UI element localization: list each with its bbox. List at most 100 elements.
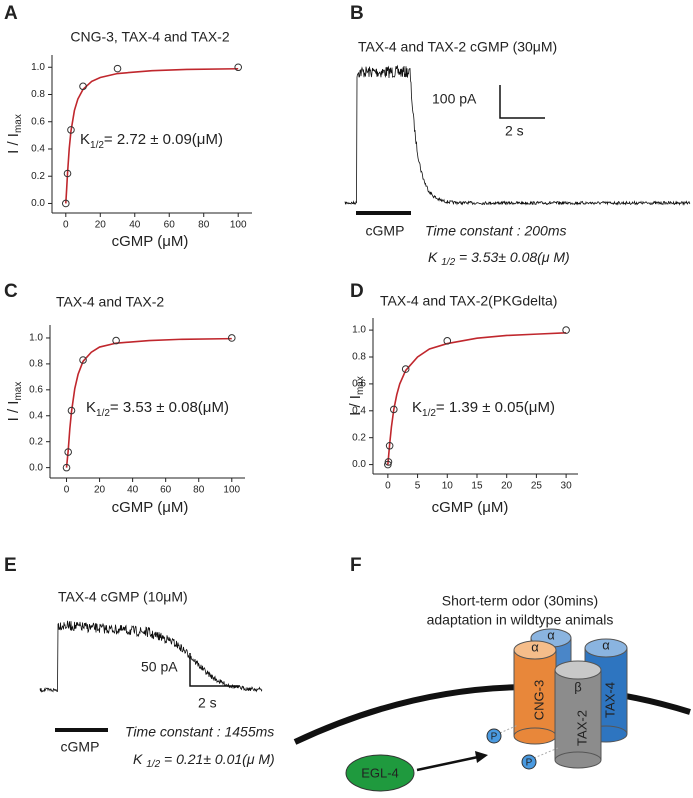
- x-tick-label: 100: [223, 485, 240, 496]
- panel-letter: C: [4, 281, 18, 302]
- x-axis-label: cGMP (μM): [432, 499, 509, 516]
- diagram-title: Short-term odor (30mins): [442, 593, 598, 609]
- point: [61, 199, 70, 208]
- text-part: max: [355, 376, 366, 395]
- phospho: [486, 728, 502, 744]
- y-tick-label: 0.8: [31, 89, 45, 100]
- x-tick-label: 60: [160, 485, 172, 496]
- text-part: K: [412, 399, 422, 416]
- annotation: K1/2= 1.39 ± 0.05(μM): [412, 399, 555, 419]
- x-tick-label: 25: [531, 481, 543, 492]
- point: [389, 405, 398, 414]
- y-axis-label: I / Imax: [5, 382, 24, 422]
- arrow: [416, 755, 479, 772]
- x-tick-label: 80: [193, 485, 205, 496]
- x-tick-label: 10: [442, 481, 454, 492]
- text-part: max: [13, 382, 24, 401]
- greek: β: [574, 679, 581, 694]
- y-tick-label: 1.0: [31, 62, 45, 73]
- x-tick-label: 0: [385, 481, 391, 492]
- text-part: K: [80, 131, 90, 148]
- point: [384, 460, 392, 469]
- chart-title: TAX-4 and TAX-2: [56, 294, 164, 310]
- panel-letter: A: [4, 3, 18, 24]
- y-tick-label: 0.2: [352, 432, 366, 443]
- arrow-head: [475, 751, 488, 763]
- y-tick-label: 0.8: [29, 359, 43, 370]
- point: [79, 356, 87, 364]
- text-part: K: [133, 751, 146, 767]
- text-part: 1/2: [441, 257, 455, 268]
- x-tick-label: 40: [129, 220, 141, 231]
- x-axis-label: cGMP (μM): [112, 233, 189, 250]
- point: [227, 334, 236, 342]
- x-tick-label: 30: [561, 481, 573, 492]
- trace-title: TAX-4 and TAX-2 cGMP (30μM): [358, 39, 557, 55]
- subunit-bottom: [554, 751, 602, 769]
- point: [67, 406, 76, 415]
- subunit-top: [513, 640, 557, 660]
- chart-title: CNG-3, TAX-4 and TAX-2: [70, 29, 229, 45]
- chart-title: TAX-4 and TAX-2(PKGdelta): [380, 293, 557, 309]
- y-tick-label: 0.6: [31, 116, 45, 127]
- point: [113, 64, 122, 73]
- greek: α: [531, 639, 539, 654]
- point: [67, 126, 75, 134]
- y-axis-label: I / Imax: [347, 376, 366, 416]
- y-tick-label: 1.0: [352, 325, 366, 336]
- panel-letter: B: [350, 3, 364, 24]
- link: [499, 724, 519, 734]
- y-axis-label: I / Imax: [5, 114, 24, 154]
- x-tick-label: 20: [501, 481, 513, 492]
- stimulus-label: cGMP: [366, 223, 405, 239]
- point: [234, 63, 243, 72]
- text-part: 1/2: [90, 140, 104, 151]
- subunit-bottom: [513, 727, 557, 745]
- subunit-label: TAX-4: [602, 682, 617, 718]
- stimulus-label: cGMP: [61, 739, 100, 755]
- y-tick-label: 0.0: [352, 459, 366, 470]
- scale-label: 2 s: [198, 695, 217, 711]
- point: [385, 441, 394, 450]
- point: [63, 169, 72, 178]
- x-tick-label: 0: [63, 220, 69, 231]
- fit-line: [387, 331, 567, 465]
- x-tick-label: 20: [94, 485, 106, 496]
- point: [443, 337, 452, 345]
- greek: α: [547, 627, 555, 642]
- point: [64, 448, 72, 456]
- y-tick-label: 0.4: [31, 144, 45, 155]
- text-part: 1/2: [146, 759, 160, 770]
- subunit-top: [554, 660, 602, 680]
- scale-label: 2 s: [505, 123, 524, 139]
- text-part: = 0.21± 0.01(μ M): [160, 751, 275, 767]
- y-tick-label: 0.0: [31, 198, 45, 209]
- y-tick-label: 0.4: [352, 405, 366, 416]
- point: [112, 336, 120, 345]
- y-tick-label: 0.8: [352, 352, 366, 363]
- y-tick-label: 0.6: [29, 384, 43, 395]
- panel-letter: D: [350, 281, 364, 302]
- fit-line: [64, 67, 239, 204]
- greek: α: [602, 637, 610, 652]
- trace-title: TAX-4 cGMP (10μM): [58, 589, 188, 605]
- y-tick-label: 0.2: [29, 436, 43, 447]
- text-part: K: [86, 399, 96, 416]
- phospho-label: P: [491, 732, 498, 743]
- text-part: I / I: [347, 395, 364, 416]
- membrane: [293, 684, 691, 745]
- subunit-label: TAX-2: [574, 710, 589, 746]
- y-tick-label: 1.0: [29, 333, 43, 344]
- link: [533, 747, 559, 759]
- x-axis-label: cGMP (μM): [112, 499, 189, 516]
- k-half: K 1/2 = 3.53± 0.08(μ M): [428, 249, 570, 268]
- current-trace: [344, 64, 691, 206]
- scale-label: 50 pA: [141, 659, 178, 675]
- text-part: max: [13, 114, 24, 133]
- scale-label: 100 pA: [432, 91, 477, 107]
- point: [562, 326, 570, 334]
- annotation: K1/2= 3.53 ± 0.08(μM): [86, 399, 229, 419]
- text-part: = 1.39 ± 0.05(μM): [436, 399, 555, 416]
- diagram-title: adaptation in wildtype animals: [427, 612, 614, 628]
- point: [62, 463, 71, 472]
